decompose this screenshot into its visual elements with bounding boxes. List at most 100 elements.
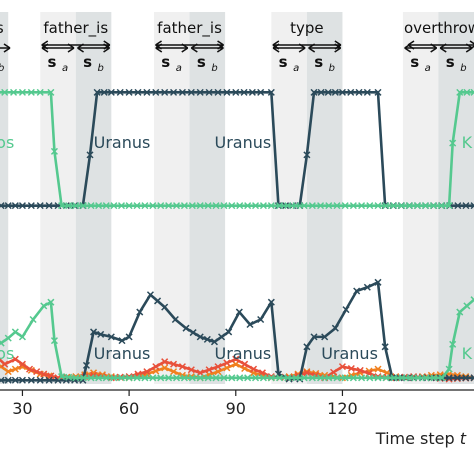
data-point-marker [445, 365, 453, 373]
data-point-marker [210, 338, 218, 346]
segment-subscript: b [0, 63, 4, 74]
data-point-marker [232, 88, 240, 96]
arrow-head-left [41, 43, 49, 53]
x-tick-label: 120 [327, 399, 358, 418]
arrow-head-right [334, 43, 342, 53]
data-point-marker [134, 88, 142, 96]
arrow-head-right [103, 43, 110, 53]
data-point-marker [218, 333, 226, 341]
data-point-marker [196, 374, 204, 382]
segment-label: s [446, 53, 455, 71]
data-point-marker [456, 88, 464, 96]
data-point-marker [90, 328, 98, 336]
shaded-region [438, 12, 474, 384]
data-point-marker [330, 368, 338, 376]
data-point-marker [141, 374, 149, 382]
data-point-marker [363, 88, 371, 96]
shaded-region [75, 12, 112, 384]
data-point-marker [470, 88, 474, 96]
data-point-marker [355, 88, 363, 96]
data-point-marker [308, 374, 316, 382]
data-point-marker [321, 333, 329, 341]
series-annotation: Kronos [0, 344, 14, 363]
data-point-marker [170, 368, 178, 376]
data-point-marker [203, 335, 211, 343]
series-kronos [0, 296, 474, 382]
data-point-marker [317, 374, 325, 382]
shaded-region [0, 12, 9, 384]
data-point-marker [308, 202, 316, 210]
arrow-head-left [190, 43, 198, 53]
data-point-marker [141, 202, 149, 210]
data-point-marker [18, 376, 26, 384]
data-point-marker [470, 202, 474, 210]
data-point-marker [180, 202, 188, 210]
data-point-marker [102, 202, 110, 210]
series-kronos [0, 88, 474, 210]
data-point-marker [429, 202, 437, 210]
data-point-marker [36, 88, 44, 96]
data-point-marker [95, 374, 103, 382]
x-axis: 30 60 90 120 [0, 389, 474, 418]
data-point-marker [58, 202, 66, 210]
data-point-marker [47, 298, 55, 306]
data-point-marker [267, 374, 275, 382]
data-point-marker [154, 297, 162, 305]
data-point-marker [223, 88, 231, 96]
segment-subscript: a [425, 63, 431, 74]
shaded-region [189, 12, 226, 384]
data-point-marker [228, 202, 236, 210]
data-point-marker [116, 88, 124, 96]
data-point-marker [1, 360, 9, 368]
data-point-marker [214, 88, 222, 96]
data-point-marker [267, 88, 275, 96]
double-arrow [77, 43, 110, 53]
data-point-marker [438, 374, 446, 382]
data-point-marker [324, 88, 332, 96]
double-arrow [0, 43, 11, 53]
data-point-marker [133, 202, 141, 210]
data-point-marker [267, 202, 275, 210]
data-point-marker [310, 88, 318, 96]
series-annotation: K [462, 133, 473, 152]
data-point-marker [152, 88, 160, 96]
data-point-marker [143, 88, 151, 96]
x-axis-label: Time step t [375, 429, 467, 448]
data-point-marker [449, 340, 457, 348]
data-point-marker [414, 374, 422, 382]
data-point-marker [205, 88, 213, 96]
data-point-marker [0, 339, 5, 347]
data-point-marker [178, 363, 186, 371]
data-point-marker [161, 358, 169, 366]
arrow-head-left [155, 43, 163, 53]
data-point-marker [4, 376, 12, 384]
data-point-marker [456, 308, 464, 316]
data-point-marker [235, 308, 243, 316]
data-point-marker [27, 88, 35, 96]
data-point-marker [374, 88, 382, 96]
shaded-region [154, 12, 190, 384]
data-point-marker [45, 376, 53, 384]
data-point-marker [228, 374, 236, 382]
data-point-marker [390, 374, 398, 382]
data-point-marker [325, 374, 333, 382]
data-point-marker [341, 374, 349, 382]
data-point-marker [276, 374, 284, 382]
data-point-marker [50, 337, 58, 345]
series-line [0, 91, 474, 207]
data-point-marker [110, 374, 118, 382]
data-point-marker [284, 374, 292, 382]
data-point-marker [149, 374, 157, 382]
data-point-marker [212, 374, 220, 382]
data-point-marker [430, 374, 438, 382]
data-point-marker [178, 88, 186, 96]
data-point-marker [0, 376, 5, 384]
segment-subscript: b [329, 63, 335, 74]
phrase-label: father_is [157, 19, 222, 38]
data-point-marker [86, 151, 94, 159]
data-point-marker [161, 364, 169, 372]
arrow-head-right [67, 43, 75, 53]
data-point-marker [445, 374, 453, 382]
data-point-marker [165, 374, 173, 382]
data-point-marker [143, 368, 151, 376]
